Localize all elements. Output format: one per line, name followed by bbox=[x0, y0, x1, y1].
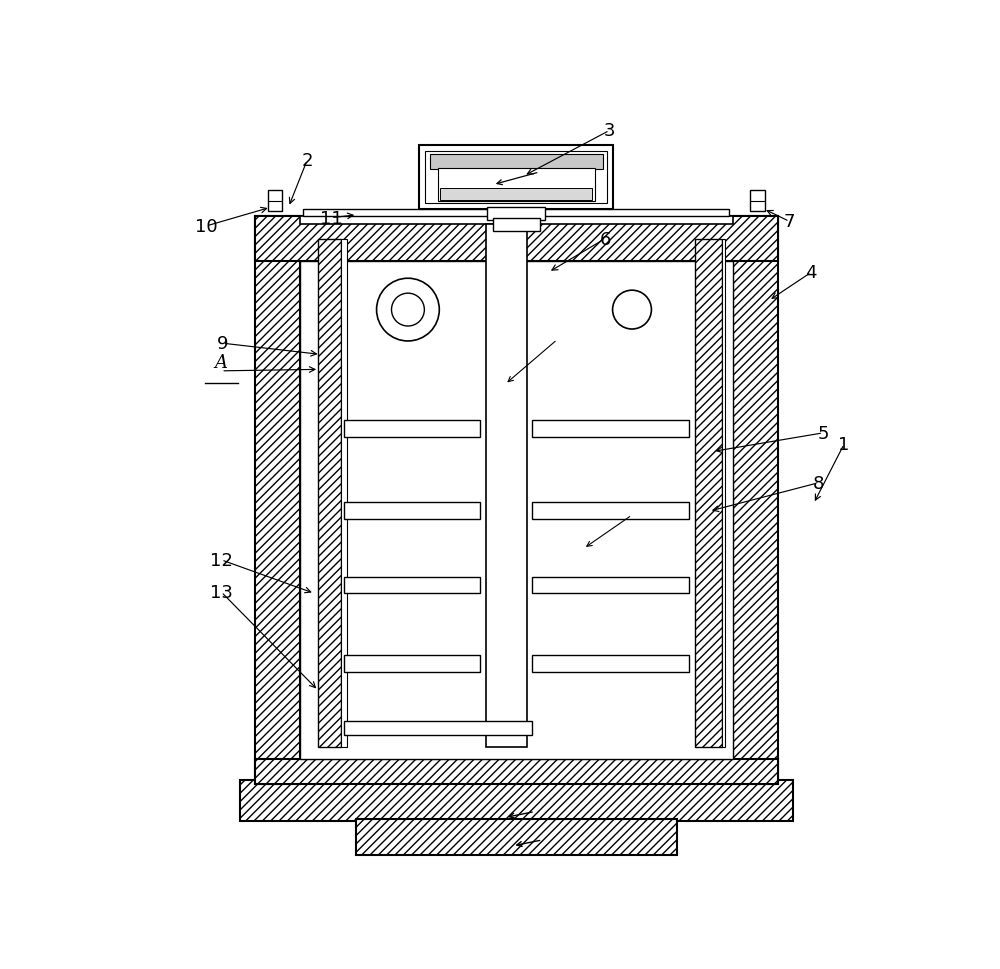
Bar bbox=[318, 239, 341, 747]
Bar bbox=[356, 819, 677, 855]
Bar bbox=[344, 421, 480, 437]
Bar bbox=[344, 578, 480, 594]
Bar bbox=[695, 239, 722, 747]
Text: 11: 11 bbox=[320, 209, 342, 228]
Text: 2: 2 bbox=[301, 152, 313, 170]
Bar bbox=[341, 239, 347, 747]
Bar bbox=[255, 760, 778, 784]
Bar bbox=[240, 780, 793, 822]
Circle shape bbox=[392, 294, 424, 327]
Bar bbox=[255, 217, 778, 262]
Bar bbox=[493, 218, 540, 232]
Bar bbox=[300, 217, 733, 225]
Bar bbox=[344, 503, 480, 519]
Bar bbox=[344, 656, 480, 672]
Bar bbox=[268, 191, 282, 212]
Bar bbox=[303, 209, 729, 217]
Circle shape bbox=[613, 291, 651, 329]
Text: 13: 13 bbox=[210, 583, 233, 602]
Bar bbox=[300, 262, 733, 760]
Text: 8: 8 bbox=[812, 475, 824, 492]
Bar bbox=[532, 421, 689, 437]
Text: 10: 10 bbox=[195, 218, 218, 235]
Bar bbox=[532, 578, 689, 594]
Text: 4: 4 bbox=[806, 264, 817, 282]
Bar bbox=[255, 217, 300, 784]
Bar bbox=[722, 239, 725, 747]
Text: 12: 12 bbox=[210, 551, 233, 569]
Text: 7: 7 bbox=[784, 213, 795, 232]
Bar bbox=[486, 225, 527, 747]
Text: 3: 3 bbox=[604, 122, 615, 141]
Bar bbox=[733, 217, 778, 784]
Bar bbox=[750, 191, 765, 212]
Bar bbox=[532, 656, 689, 672]
Bar bbox=[419, 146, 613, 209]
Text: 5: 5 bbox=[817, 424, 829, 443]
Text: 9: 9 bbox=[217, 335, 228, 353]
Text: A: A bbox=[215, 354, 228, 371]
Bar bbox=[430, 154, 603, 171]
Bar bbox=[438, 170, 595, 203]
Bar bbox=[487, 207, 545, 221]
Bar bbox=[532, 503, 689, 519]
Bar bbox=[440, 189, 592, 201]
Text: 6: 6 bbox=[599, 231, 611, 248]
Bar bbox=[425, 152, 607, 203]
Circle shape bbox=[377, 279, 439, 342]
Text: 1: 1 bbox=[838, 436, 850, 453]
Bar bbox=[344, 722, 532, 735]
